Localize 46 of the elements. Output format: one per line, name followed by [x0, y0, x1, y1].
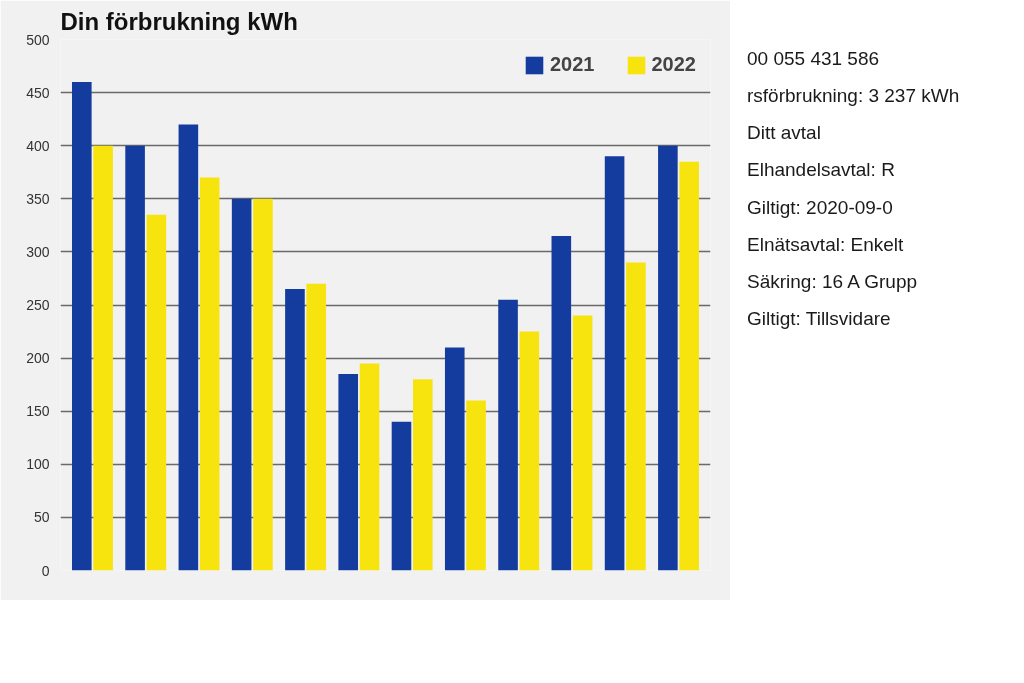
text: Giltigt: Tillsvidare — [747, 307, 892, 331]
text: Giltigt: 2020-09-0 — [747, 195, 894, 220]
bar — [551, 235, 572, 571]
y-tick-label: 100 — [26, 456, 50, 473]
y-tick-label: 0 — [41, 562, 50, 579]
bar — [93, 145, 113, 571]
bar — [444, 347, 465, 571]
y-tick-label: 50 — [33, 509, 50, 526]
y-tick-label: 400 — [26, 137, 50, 154]
text: rsförbrukning: 3 237 kWh — [747, 84, 960, 109]
y-tick-label: 250 — [26, 297, 50, 313]
y-tick-label: 450 — [26, 84, 50, 101]
bar — [178, 124, 199, 571]
bar — [626, 262, 646, 571]
y-tick-label: 300 — [26, 243, 50, 260]
text: Elnätsavtal: Enkelt — [747, 232, 905, 257]
bar — [253, 198, 273, 571]
bar — [231, 198, 252, 571]
bar — [391, 421, 412, 571]
bar — [285, 289, 305, 571]
bar — [412, 379, 433, 571]
bar — [498, 299, 518, 571]
bar — [658, 145, 678, 571]
bar — [519, 331, 540, 571]
bar — [572, 315, 593, 571]
text: 00 055 431 586 — [747, 47, 881, 71]
text: Elhandelsavtal: R — [747, 158, 896, 183]
text: Ditt avtal — [747, 121, 822, 146]
bar — [604, 156, 625, 571]
y-tick-label: 350 — [26, 190, 50, 207]
y-tick-label: 150 — [26, 403, 50, 420]
bar — [338, 374, 359, 571]
y-tick-label: 500 — [26, 31, 50, 48]
bar — [72, 81, 92, 571]
y-tick-label: 200 — [26, 350, 50, 367]
legend-label: 2021 — [550, 53, 595, 76]
bar — [125, 145, 145, 571]
bar — [306, 283, 327, 571]
bar — [359, 363, 380, 571]
bar — [679, 161, 699, 571]
chart-title: Din förbrukning kWh — [60, 7, 298, 35]
bar — [199, 177, 220, 571]
text: Säkring: 16 A Grupp — [747, 269, 919, 294]
bar — [466, 400, 486, 571]
legend-label: 2022 — [651, 53, 696, 76]
bar — [146, 214, 167, 571]
